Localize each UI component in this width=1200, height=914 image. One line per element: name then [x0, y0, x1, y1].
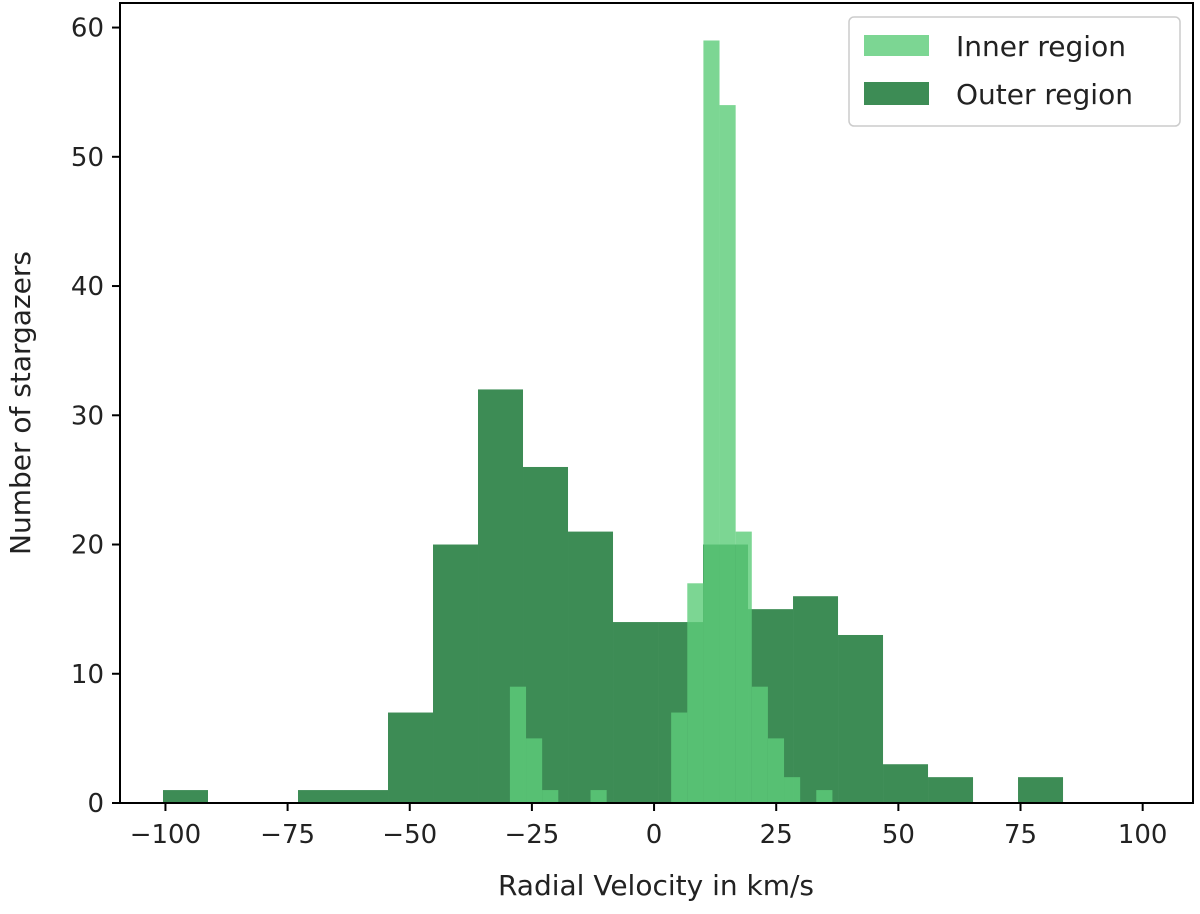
inner-region-bar [542, 790, 559, 803]
inner-region-bar [703, 40, 720, 804]
y-axis-label: Number of stargazers [4, 251, 37, 555]
outer-region-bar [613, 622, 659, 803]
y-tick-label: 30 [71, 401, 104, 431]
inner-region-bar [526, 738, 543, 803]
y-tick-label: 60 [71, 14, 104, 44]
inner-region-bar [509, 686, 527, 803]
outer-region-bar [162, 790, 208, 803]
y-tick-label: 0 [87, 789, 104, 819]
inner-region-bars [509, 40, 833, 804]
inner-region-bar [784, 777, 801, 803]
inner-region-bar [735, 531, 752, 803]
x-axis-label: Radial Velocity in km/s [498, 869, 814, 902]
legend: Inner region Outer region [848, 16, 1181, 127]
x-tick-label: −75 [260, 820, 315, 850]
y-tick-label: 40 [71, 272, 104, 302]
inner-region-bar [671, 712, 688, 803]
outer-region-bar [883, 764, 929, 803]
outer-region-bar [1018, 777, 1064, 803]
legend-label-outer: Outer region [956, 78, 1133, 111]
inner-region-bar [590, 790, 607, 803]
y-tick-label: 20 [71, 531, 104, 561]
outer-region-bar [793, 596, 839, 803]
legend-patch-outer [864, 82, 929, 105]
legend-frame [848, 16, 1181, 127]
inner-region-bar [719, 105, 736, 803]
x-tick-label: 25 [760, 820, 793, 850]
outer-region-bar [343, 790, 389, 803]
x-tick-label: −50 [382, 820, 437, 850]
outer-region-bar [298, 790, 344, 803]
x-tick-label: 75 [1004, 820, 1037, 850]
outer-region-bar [838, 634, 884, 803]
y-tick-label: 10 [71, 660, 104, 690]
inner-region-bar [687, 583, 704, 803]
legend-patch-inner [864, 35, 929, 56]
legend-label-inner: Inner region [956, 30, 1126, 63]
x-tick-label: 0 [646, 820, 663, 850]
outer-region-bars [162, 389, 1064, 803]
y-axis-ticks: 0 10 20 30 40 50 60 [71, 14, 120, 819]
outer-region-bar [928, 777, 974, 803]
y-tick-label: 50 [71, 143, 104, 173]
axes-frame [119, 2, 1194, 804]
x-tick-label: 50 [882, 820, 915, 850]
inner-region-bar [816, 790, 833, 803]
outer-region-bar [388, 712, 434, 803]
x-tick-label: −25 [504, 820, 559, 850]
x-axis-ticks: −100 −75 −50 −25 0 25 50 75 100 [130, 803, 1168, 850]
outer-region-bar [568, 531, 614, 803]
outer-region-bar [433, 544, 479, 803]
inner-region-bar [767, 738, 785, 803]
x-tick-label: −100 [130, 820, 201, 850]
inner-region-bar [751, 686, 768, 803]
x-tick-label: 100 [1118, 820, 1168, 850]
